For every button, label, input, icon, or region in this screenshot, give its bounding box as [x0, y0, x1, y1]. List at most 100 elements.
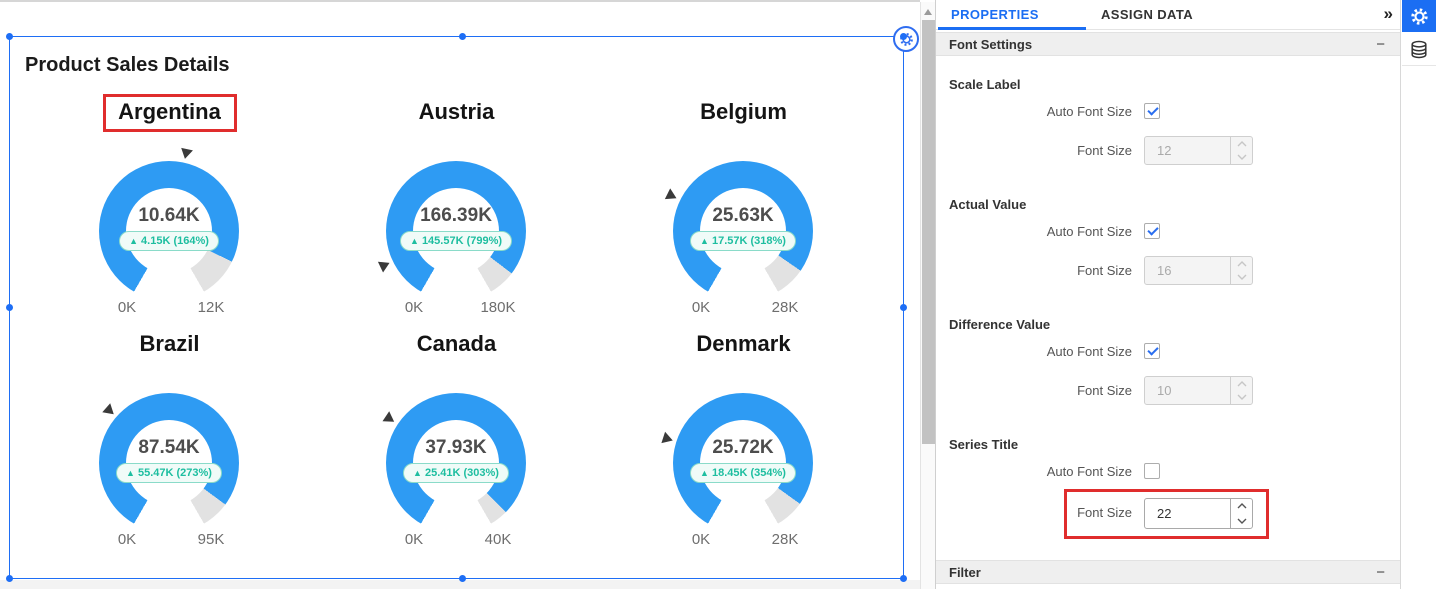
series-title: Canada — [416, 331, 497, 356]
properties-panel: PROPERTIES ASSIGN DATA » Font Settings −… — [935, 0, 1401, 589]
actual-value: 25.72K — [712, 437, 774, 458]
canvas-scrollbar[interactable] — [920, 2, 935, 589]
actual-value: 10.64K — [138, 205, 200, 226]
group-scale-label: Scale Label Auto Font Size Font Size 12 — [949, 77, 1388, 193]
group-title: Scale Label — [949, 77, 1021, 92]
auto-font-size-checkbox[interactable] — [1144, 223, 1160, 239]
selection-handle-middle-left[interactable] — [6, 304, 13, 311]
spinner[interactable] — [1230, 137, 1252, 164]
font-size-label: Font Size — [1077, 143, 1132, 158]
difference-value-badge: ▲ 4.15K (164%) — [119, 231, 219, 251]
font-size-label: Font Size — [1077, 383, 1132, 398]
panel-collapse-icon[interactable]: » — [1383, 4, 1393, 23]
target-marker-icon — [382, 411, 398, 427]
properties-toolbar-button[interactable] — [1402, 0, 1436, 32]
auto-font-size-checkbox[interactable] — [1144, 103, 1160, 119]
selection-handle-bottom-right[interactable] — [900, 575, 907, 582]
scale-label-max: 28K — [771, 299, 799, 316]
scroll-up-arrow[interactable] — [924, 9, 932, 15]
font-size-input[interactable]: 22 — [1144, 498, 1253, 529]
collapse-minus-icon[interactable]: − — [1376, 36, 1385, 53]
group-difference-value: Difference Value Auto Font Size Font Siz… — [949, 317, 1388, 433]
section-title: Filter — [949, 565, 981, 580]
actual-value: 87.54K — [138, 437, 200, 458]
tab-assign-data[interactable]: ASSIGN DATA — [1101, 7, 1194, 22]
auto-font-size-label: Auto Font Size — [1046, 344, 1132, 359]
scale-label-min: 0K — [117, 299, 137, 316]
canvas-background — [0, 580, 920, 589]
series-title: Brazil — [139, 331, 200, 356]
auto-font-size-checkbox[interactable] — [1144, 463, 1160, 479]
spinner-up-icon[interactable] — [1237, 261, 1247, 267]
selection-handle-top-middle[interactable] — [459, 33, 466, 40]
gauge-card[interactable]: Argentina 10.64K ▲ 4.15K (164%) 0K 12K — [26, 99, 313, 331]
widget-settings-button[interactable] — [893, 26, 919, 52]
selection-handle-bottom-middle[interactable] — [459, 575, 466, 582]
scrollbar-thumb[interactable] — [922, 20, 935, 444]
spinner-up-icon[interactable] — [1237, 141, 1247, 147]
difference-value-badge: ▲ 145.57K (799%) — [399, 231, 513, 251]
scale-label-min: 0K — [691, 299, 711, 316]
font-size-input: 16 — [1144, 256, 1253, 285]
selection-handle-bottom-left[interactable] — [6, 575, 13, 582]
difference-value-badge: ▲ 25.41K (303%) — [403, 463, 509, 483]
auto-font-size-label: Auto Font Size — [1046, 464, 1132, 479]
data-source-toolbar-button[interactable] — [1402, 34, 1436, 66]
actual-value: 25.63K — [712, 205, 774, 226]
selection-handle-top-left[interactable] — [6, 33, 13, 40]
increase-arrow-icon: ▲ — [700, 468, 709, 478]
tab-properties[interactable]: PROPERTIES — [951, 7, 1039, 22]
active-tab-underline — [938, 27, 1086, 30]
series-title: Denmark — [696, 331, 791, 356]
group-title: Difference Value — [949, 317, 1051, 332]
section-title: Font Settings — [949, 37, 1033, 52]
selection-handle-top-right[interactable] — [900, 33, 907, 40]
group-title: Series Title — [949, 437, 1019, 452]
gauge-card[interactable]: Denmark 25.72K ▲ 18.45K (354%) 0K 28K — [600, 331, 887, 563]
dashboard-canvas[interactable]: Product Sales Details Argentina 10.64K ▲… — [0, 0, 935, 589]
spinner-down-icon[interactable] — [1237, 394, 1247, 400]
spinner-down-icon[interactable] — [1237, 274, 1247, 280]
spinner[interactable] — [1230, 499, 1252, 528]
gauge-card[interactable]: Austria 166.39K ▲ 145.57K (799%) 0K 180K — [313, 99, 600, 331]
difference-value-badge: ▲ 17.57K (318%) — [690, 231, 796, 251]
section-font-settings[interactable]: Font Settings − — [936, 32, 1401, 56]
gauge-card[interactable]: Canada 37.93K ▲ 25.41K (303%) 0K 40K — [313, 331, 600, 563]
spinner[interactable] — [1230, 377, 1252, 404]
circular-gauge: 37.93K ▲ 25.41K (303%) — [382, 393, 526, 533]
database-icon — [1411, 40, 1427, 58]
auto-font-size-checkbox[interactable] — [1144, 343, 1160, 359]
scale-label-min: 0K — [404, 531, 424, 548]
target-marker-icon — [178, 147, 193, 160]
font-size-value: 12 — [1157, 143, 1172, 158]
spinner-up-icon[interactable] — [1237, 381, 1247, 387]
widget-title: Product Sales Details — [25, 54, 230, 76]
increase-arrow-icon: ▲ — [409, 236, 419, 246]
auto-font-size-label: Auto Font Size — [1046, 104, 1132, 119]
section-filter[interactable]: Filter − — [936, 560, 1401, 584]
collapse-minus-icon[interactable]: − — [1376, 564, 1385, 581]
increase-arrow-icon: ▲ — [413, 468, 422, 478]
gauge-card[interactable]: Brazil 87.54K ▲ 55.47K (273%) 0K 95K — [26, 331, 313, 563]
scale-label-min: 0K — [117, 531, 137, 548]
spinner-up-icon[interactable] — [1237, 503, 1247, 509]
auto-font-size-label: Auto Font Size — [1046, 224, 1132, 239]
selection-handle-middle-right[interactable] — [900, 304, 907, 311]
group-actual-value: Actual Value Auto Font Size Font Size 16 — [949, 197, 1388, 313]
gauge-grid: Argentina 10.64K ▲ 4.15K (164%) 0K 12K A… — [26, 99, 887, 563]
annotation-font-size-highlight — [1064, 489, 1269, 539]
gauge-card[interactable]: Belgium 25.63K ▲ 17.57K (318%) 0K 28K — [600, 99, 887, 331]
circular-gauge: 25.63K ▲ 17.57K (318%) — [665, 161, 813, 301]
series-title: Argentina — [118, 99, 221, 124]
scale-label-max: 180K — [480, 299, 516, 316]
font-size-label: Font Size — [1077, 505, 1132, 520]
spinner-down-icon[interactable] — [1237, 154, 1247, 160]
group-title: Actual Value — [949, 197, 1027, 212]
difference-value-badge: ▲ 55.47K (273%) — [116, 463, 222, 483]
spinner[interactable] — [1230, 257, 1252, 284]
increase-arrow-icon: ▲ — [129, 236, 138, 246]
circular-gauge-widget[interactable]: Product Sales Details Argentina 10.64K ▲… — [9, 36, 904, 579]
annotation-series-title-highlight — [103, 94, 237, 132]
spinner-down-icon[interactable] — [1237, 518, 1247, 524]
